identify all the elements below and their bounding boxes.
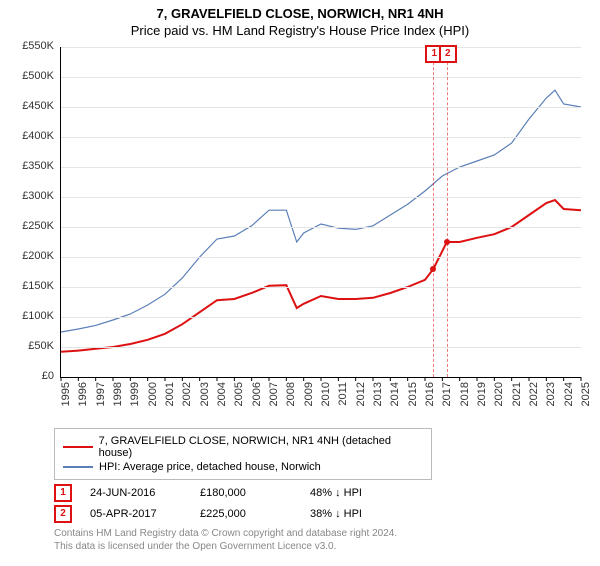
x-tick-label: 2018: [459, 382, 471, 412]
x-tick-label: 2019: [476, 382, 488, 412]
x-tick-label: 1999: [129, 382, 141, 412]
transaction-marker: 2: [54, 505, 72, 523]
legend-label: 7, GRAVELFIELD CLOSE, NORWICH, NR1 4NH (…: [99, 435, 423, 459]
x-tick-label: 2008: [285, 382, 297, 412]
x-tick-label: 2011: [337, 382, 349, 412]
footer-line2: This data is licensed under the Open Gov…: [54, 540, 600, 553]
legend-swatch: [63, 466, 93, 468]
x-tick-label: 2005: [233, 382, 245, 412]
y-tick-label: £350K: [14, 160, 54, 172]
gridline: [61, 167, 581, 168]
x-tick-label: 2021: [511, 382, 523, 412]
transaction-pct: 38% ↓ HPI: [310, 508, 430, 520]
y-tick-label: £550K: [14, 40, 54, 52]
gridline: [61, 197, 581, 198]
x-tick-label: 2009: [303, 382, 315, 412]
gridline: [61, 137, 581, 138]
y-tick-label: £300K: [14, 190, 54, 202]
x-tick-label: 2023: [545, 382, 557, 412]
x-tick-label: 2025: [580, 382, 592, 412]
transaction-price: £180,000: [200, 487, 310, 499]
x-tick-label: 2006: [251, 382, 263, 412]
x-tick-label: 2022: [528, 382, 540, 412]
transaction-date: 24-JUN-2016: [90, 487, 200, 499]
y-tick-label: £50K: [14, 340, 54, 352]
x-tick-label: 2017: [441, 382, 453, 412]
x-tick-label: 2010: [320, 382, 332, 412]
legend-item: 7, GRAVELFIELD CLOSE, NORWICH, NR1 4NH (…: [63, 435, 423, 459]
y-tick-label: £200K: [14, 250, 54, 262]
x-tick-label: 1997: [95, 382, 107, 412]
plot-region: 12: [60, 47, 581, 378]
y-tick-label: £400K: [14, 130, 54, 142]
y-tick-label: £450K: [14, 100, 54, 112]
x-tick-label: 2015: [407, 382, 419, 412]
transaction-price: £225,000: [200, 508, 310, 520]
gridline: [61, 317, 581, 318]
transactions-table: 1 24-JUN-2016£180,00048% ↓ HPI 2 05-APR-201…: [54, 484, 600, 523]
y-tick-label: £250K: [14, 220, 54, 232]
footer-attribution: Contains HM Land Registry data © Crown c…: [54, 527, 600, 553]
x-tick-label: 2012: [355, 382, 367, 412]
chart-area: 12 £0 £50K £100K £150K £200K £250K £300K £350K £…: [10, 42, 590, 422]
x-tick-label: 2002: [181, 382, 193, 412]
x-tick-label: 2001: [164, 382, 176, 412]
footer-line1: Contains HM Land Registry data © Crown c…: [54, 527, 600, 540]
gridline: [61, 77, 581, 78]
chart-svg: [61, 47, 581, 377]
gridline: [61, 47, 581, 48]
x-tick-label: 2013: [372, 382, 384, 412]
legend-item: HPI: Average price, detached house, Norw…: [63, 461, 423, 473]
gridline: [61, 257, 581, 258]
x-tick-label: 2024: [563, 382, 575, 412]
sale-marker-2: 2: [439, 45, 457, 63]
page-title: 7, GRAVELFIELD CLOSE, NORWICH, NR1 4NH: [0, 6, 600, 21]
transaction-row: 1 24-JUN-2016£180,00048% ↓ HPI: [54, 484, 600, 502]
y-tick-label: £150K: [14, 280, 54, 292]
legend-label: HPI: Average price, detached house, Norw…: [99, 461, 321, 473]
sale-marker-line: [433, 47, 434, 377]
gridline: [61, 287, 581, 288]
series-property: [61, 200, 581, 352]
y-tick-label: £0: [14, 370, 54, 382]
legend-box: 7, GRAVELFIELD CLOSE, NORWICH, NR1 4NH (…: [54, 428, 432, 480]
x-tick-label: 2016: [424, 382, 436, 412]
x-tick-label: 2007: [268, 382, 280, 412]
gridline: [61, 227, 581, 228]
x-tick-label: 2004: [216, 382, 228, 412]
sale-marker-line: [447, 47, 448, 377]
x-tick-label: 2000: [147, 382, 159, 412]
page-subtitle: Price paid vs. HM Land Registry's House …: [0, 23, 600, 38]
x-tick-label: 2020: [493, 382, 505, 412]
y-tick-label: £100K: [14, 310, 54, 322]
x-tick-label: 1996: [77, 382, 89, 412]
x-tick-label: 2003: [199, 382, 211, 412]
transaction-row: 2 05-APR-2017£225,00038% ↓ HPI: [54, 505, 600, 523]
sale-dot-1: [430, 266, 436, 272]
legend-swatch: [63, 446, 93, 448]
x-tick-label: 1995: [60, 382, 72, 412]
gridline: [61, 107, 581, 108]
transaction-pct: 48% ↓ HPI: [310, 487, 430, 499]
transaction-date: 05-APR-2017: [90, 508, 200, 520]
x-tick-label: 2014: [389, 382, 401, 412]
transaction-marker: 1: [54, 484, 72, 502]
x-tick-label: 1998: [112, 382, 124, 412]
y-tick-label: £500K: [14, 70, 54, 82]
gridline: [61, 347, 581, 348]
sale-dot-2: [444, 239, 450, 245]
